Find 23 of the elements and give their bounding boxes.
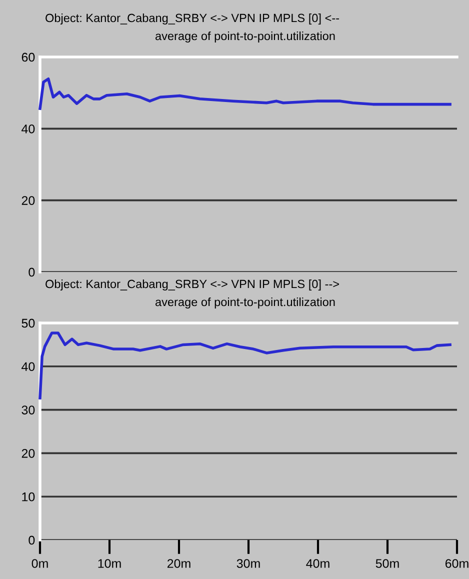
- y-tick-label: 0: [28, 536, 35, 545]
- x-tick-label: 60m: [445, 559, 468, 568]
- y-tick-label: 50: [22, 318, 35, 328]
- x-tick-label: 50m: [376, 559, 399, 568]
- x-tick-label: 20m: [167, 559, 190, 568]
- chart-subtitle: average of point-to-point.utilization: [156, 297, 335, 309]
- chart-title: Object: Kantor_Cabang_SRBY <-> VPN IP MPLS [0] -->: [46, 279, 339, 290]
- line-series: [38, 332, 452, 400]
- x-tick-label: 10m: [98, 559, 121, 568]
- x-tick-label: 30m: [236, 559, 260, 568]
- y-tick-label: 20: [22, 196, 35, 205]
- y-tick-label: 40: [22, 362, 35, 372]
- y-tick-label: 20: [22, 449, 35, 458]
- y-tick-label: 60: [22, 52, 35, 62]
- y-tick-label: 30: [22, 406, 35, 414]
- chart-title: Object: Kantor_Cabang_SRBY <-> VPN IP MPLS [0] <--: [46, 14, 340, 24]
- line-series: [38, 77, 452, 110]
- y-tick-label: 10: [22, 492, 35, 502]
- chart-subtitle: average of point-to-point.utilization: [156, 32, 335, 42]
- y-tick-label: 40: [22, 124, 35, 134]
- x-tick-label: 40m: [306, 559, 330, 568]
- x-tick-label: 0m: [32, 559, 48, 568]
- y-tick-label: 0: [28, 268, 35, 277]
